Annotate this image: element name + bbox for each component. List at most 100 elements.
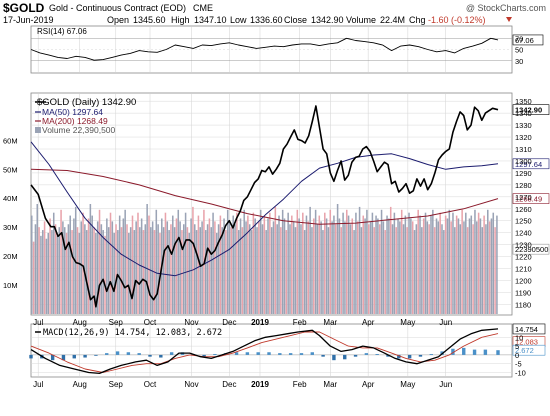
volume-bar xyxy=(419,215,421,314)
volume-bar xyxy=(67,224,70,314)
volume-bar xyxy=(214,221,216,314)
volume-bar xyxy=(96,221,99,314)
volume-bar xyxy=(239,218,242,314)
price-x-tick-label: Dec xyxy=(222,318,236,327)
volume-bar xyxy=(399,221,401,314)
volume-bar xyxy=(483,215,485,314)
volume-bar xyxy=(272,221,275,314)
volume-bar xyxy=(259,209,262,314)
price-panel-frame xyxy=(30,92,513,316)
macd-signal-line xyxy=(30,331,499,373)
macd-histogram-bar xyxy=(299,353,304,355)
volume-bar xyxy=(311,227,313,314)
macd-histogram-bar xyxy=(332,354,336,361)
chg-value: -1.60 (-0.12%) xyxy=(428,15,486,25)
macd-x-tick-label: Jun xyxy=(439,380,452,389)
price-x-tick-label: Jun xyxy=(439,318,452,327)
volume-bar xyxy=(95,232,97,314)
volume-bar xyxy=(241,227,244,314)
volume-bar xyxy=(294,227,297,314)
volume-bar xyxy=(128,232,130,314)
macd-histogram-bar xyxy=(126,352,131,355)
volume-bar xyxy=(351,218,354,314)
price-y-tick-label: 1230 xyxy=(515,241,532,250)
volume-bar xyxy=(76,227,79,314)
volume-bar xyxy=(47,232,50,314)
rsi-legend-label: RSI(14) 67.06 xyxy=(37,27,87,36)
volume-bar xyxy=(481,227,484,314)
volume-bar xyxy=(494,227,496,314)
watermark: @ StockCharts.com xyxy=(466,3,546,13)
price-y-tick-label: 1340 xyxy=(515,109,532,118)
volume-bar xyxy=(477,212,480,314)
volume-bar xyxy=(382,221,385,314)
price-x-tick-label: Feb xyxy=(293,318,307,327)
macd-histogram-bar xyxy=(496,350,500,355)
volume-bar xyxy=(80,221,82,314)
volume-bar xyxy=(324,212,326,314)
ma200-legend-label: MA(200) 1268.49 xyxy=(42,116,108,126)
macd-line xyxy=(30,328,499,375)
volume-bar xyxy=(369,221,372,314)
volume-bar xyxy=(250,230,253,314)
volume-y-tick-label: 30M xyxy=(3,223,18,232)
volume-bar xyxy=(283,218,286,314)
volume-bar xyxy=(181,230,183,314)
volume-bar xyxy=(487,209,489,314)
volume-bar xyxy=(157,224,159,314)
volume-bar xyxy=(333,215,335,314)
price-x-tick-label: Oct xyxy=(144,318,157,327)
volume-bar xyxy=(468,218,471,314)
volume-bar xyxy=(247,215,249,314)
macd-histogram-bar xyxy=(364,353,369,355)
price-y-tick-label: 1220 xyxy=(515,253,532,262)
price-y-tick-label: 1250 xyxy=(515,217,532,226)
volume-bar xyxy=(316,224,319,314)
volume-bar xyxy=(106,218,108,314)
volume-bar xyxy=(411,221,414,314)
volume-bar xyxy=(371,212,374,314)
volume-bar xyxy=(197,215,200,314)
volume-bar xyxy=(201,221,203,314)
volume-bar xyxy=(435,218,438,314)
price-series: 1342.90 1297.64 1268.49 22390500 xyxy=(30,104,550,308)
volume-bar xyxy=(133,230,136,314)
volume-bar xyxy=(111,221,114,314)
macd-y-tick-label: -5 xyxy=(515,360,522,369)
volume-bar xyxy=(353,230,355,314)
volume-bar xyxy=(34,224,37,314)
macd-histogram-bar xyxy=(321,354,325,357)
volume-bar xyxy=(212,212,214,314)
volume-bar xyxy=(226,209,229,314)
quote-bar: Open 1345.60 High 1347.10 Low 1336.60 Cl… xyxy=(107,15,512,25)
volume-bar xyxy=(415,224,418,314)
volume-bar xyxy=(93,227,95,314)
volume-bar xyxy=(366,209,368,314)
volume-bar xyxy=(41,230,44,314)
volume-bar xyxy=(63,227,66,314)
volume-bar xyxy=(397,218,399,314)
volume-bar xyxy=(139,227,141,314)
volume-bar xyxy=(137,212,139,314)
volume-bar xyxy=(186,227,189,314)
volume-bar xyxy=(162,227,165,314)
volume-last-value-box xyxy=(512,243,550,255)
macd-histogram-bar xyxy=(288,353,293,355)
macd-y-tick-label: 5 xyxy=(515,342,519,351)
volume-bar xyxy=(190,218,192,314)
volume-bar xyxy=(252,212,255,314)
volume-bar xyxy=(166,221,169,314)
macd-histogram-bar xyxy=(310,352,314,355)
macd-panel-frame xyxy=(30,323,513,378)
volume-bar xyxy=(188,232,191,314)
volume-bar xyxy=(98,209,101,314)
price-title: $GOLD (Daily) 1342.90 xyxy=(37,97,136,108)
volume-bar xyxy=(261,224,264,314)
volume-bar xyxy=(117,230,119,314)
volume-bar xyxy=(314,209,317,314)
volume-bar xyxy=(122,218,125,314)
macd-histogram-bar xyxy=(169,352,174,355)
volume-bar xyxy=(496,215,498,314)
volume-y-tick-label: 50M xyxy=(3,165,18,174)
macd-x-tick-label: Oct xyxy=(144,380,157,389)
